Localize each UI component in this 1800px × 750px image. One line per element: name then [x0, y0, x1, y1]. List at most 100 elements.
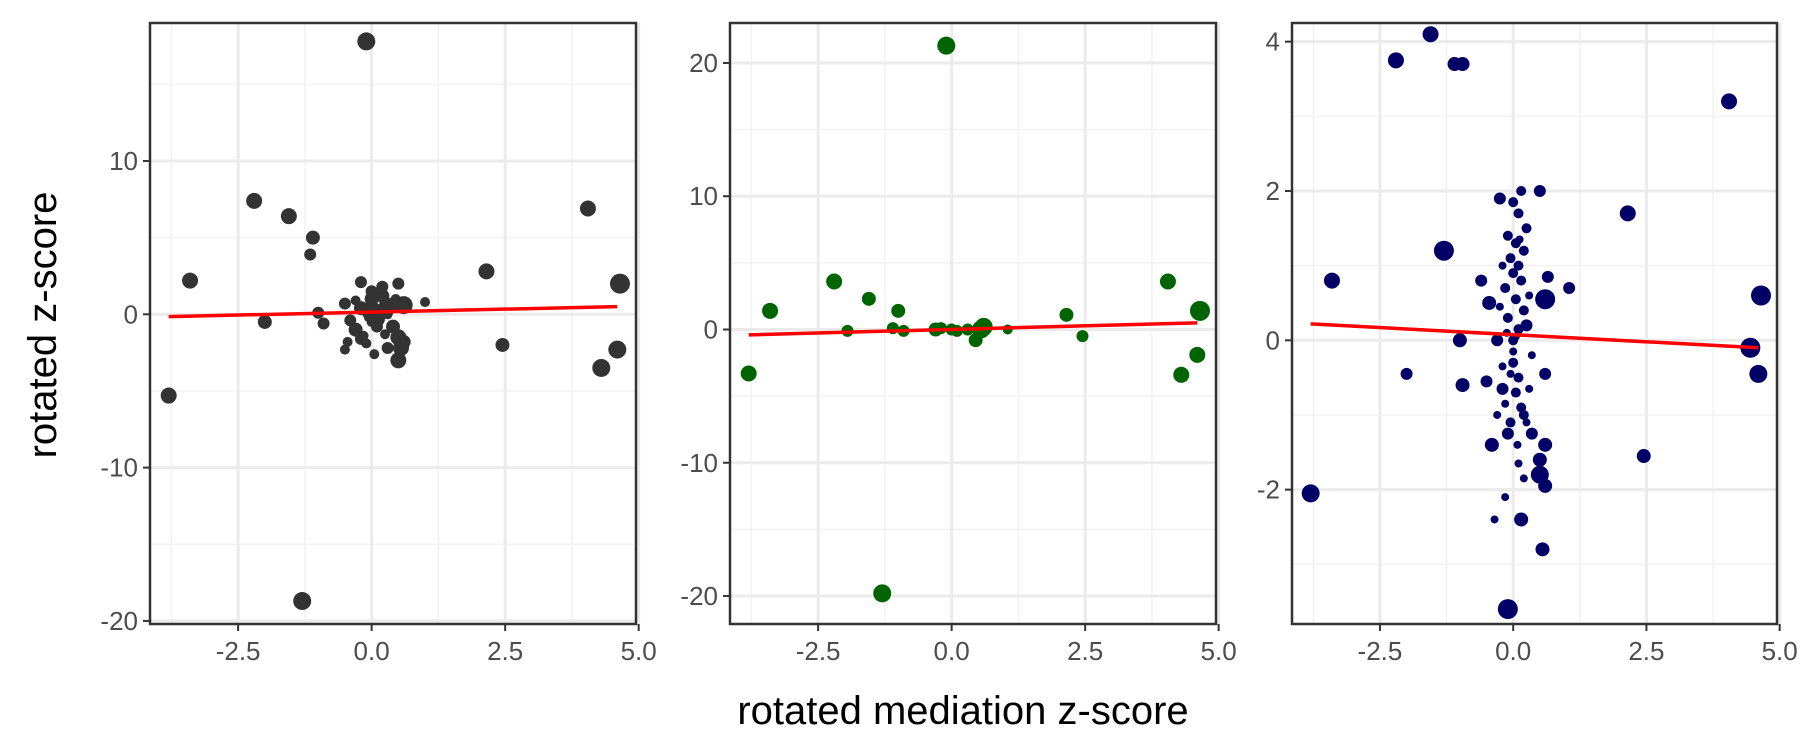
- data-point: [305, 230, 320, 245]
- data-point: [1525, 291, 1534, 300]
- data-point: [1323, 272, 1340, 289]
- x-tick-label: 0.0: [354, 636, 390, 666]
- data-point: [392, 277, 405, 290]
- data-point: [1501, 427, 1514, 440]
- data-point: [1498, 261, 1507, 270]
- data-point: [1514, 512, 1529, 527]
- data-point: [1518, 305, 1529, 316]
- data-point: [366, 316, 377, 327]
- x-tick-label: 2.5: [487, 636, 523, 666]
- data-point: [1619, 205, 1636, 222]
- data-point: [1527, 351, 1536, 360]
- data-point: [354, 276, 367, 289]
- data-point: [293, 592, 312, 611]
- data-point: [1508, 268, 1519, 279]
- y-tick-label: 4: [1266, 27, 1280, 57]
- y-tick-label: 20: [689, 48, 718, 78]
- panel-2: -2.5 0.0 2.5 5.0 -20 -10 0 10 20: [680, 21, 1237, 666]
- data-point: [342, 336, 353, 347]
- data-point: [317, 317, 330, 330]
- data-point: [1510, 294, 1521, 305]
- y-tick-label: 0: [1266, 325, 1280, 355]
- data-point: [1749, 364, 1768, 383]
- data-point: [826, 273, 843, 290]
- data-point: [257, 314, 272, 329]
- y-tick-label: 2: [1266, 176, 1280, 206]
- data-point: [1455, 378, 1470, 393]
- data-point: [1516, 185, 1527, 196]
- data-point: [1493, 410, 1502, 419]
- data-point: [381, 342, 394, 355]
- data-point: [339, 344, 350, 355]
- data-point: [1452, 333, 1467, 348]
- data-point: [873, 584, 892, 603]
- x-tick-label: 0.0: [934, 636, 970, 666]
- data-point: [1301, 484, 1320, 503]
- data-point: [1484, 437, 1499, 452]
- data-point: [1535, 542, 1550, 557]
- data-point: [1518, 409, 1529, 420]
- data-point: [379, 329, 390, 340]
- fit-line: [748, 321, 1198, 337]
- data-point: [1636, 449, 1651, 464]
- data-point: [369, 349, 380, 360]
- y-tick-label: -10: [100, 453, 138, 483]
- data-point: [1513, 324, 1524, 335]
- data-point: [1159, 273, 1176, 290]
- data-point: [1538, 478, 1553, 493]
- data-point: [1541, 270, 1554, 283]
- data-point: [1475, 274, 1488, 287]
- fit-line: [1310, 322, 1759, 350]
- data-point: [1516, 275, 1527, 286]
- data-point: [1480, 375, 1493, 388]
- y-tick-label: -2: [1257, 475, 1280, 505]
- data-point: [1495, 302, 1504, 311]
- data-point: [304, 248, 317, 261]
- data-point: [1539, 367, 1552, 380]
- data-point: [579, 200, 596, 217]
- data-point: [246, 192, 263, 209]
- x-axis-title: rotated mediation z-score: [737, 689, 1188, 733]
- data-point: [608, 340, 627, 359]
- data-point: [1455, 57, 1470, 72]
- data-point: [891, 303, 906, 318]
- data-point: [1751, 285, 1772, 306]
- y-tick-label: 0: [124, 299, 138, 329]
- data-point: [1498, 362, 1507, 371]
- data-point: [375, 288, 390, 303]
- data-point: [1505, 253, 1516, 264]
- fit-line: [168, 304, 618, 319]
- data-point: [1521, 223, 1532, 234]
- data-point: [365, 285, 378, 298]
- data-point: [495, 337, 510, 352]
- data-point: [338, 297, 351, 310]
- data-point: [390, 352, 407, 369]
- data-point: [1508, 197, 1519, 208]
- x-tick-label: -2.5: [1358, 636, 1403, 666]
- data-point: [1533, 184, 1546, 197]
- data-point: [1500, 283, 1511, 294]
- data-point: [160, 387, 177, 404]
- x-tick-label: 5.0: [1201, 636, 1237, 666]
- panel-background: [1292, 23, 1777, 624]
- y-tick-label: 10: [689, 181, 718, 211]
- data-point: [1433, 240, 1454, 261]
- data-point: [740, 365, 757, 382]
- panel-border: [728, 21, 1218, 626]
- data-point: [1532, 452, 1547, 467]
- data-point: [390, 293, 401, 304]
- data-point: [1502, 312, 1513, 323]
- panel-border: [1290, 21, 1779, 626]
- data-point: [376, 280, 389, 293]
- data-point: [1513, 372, 1524, 383]
- data-point: [358, 330, 369, 341]
- data-point: [1535, 289, 1556, 310]
- data-point: [344, 314, 357, 327]
- data-point: [1422, 26, 1439, 43]
- data-point: [1513, 440, 1522, 449]
- y-axis-title: rotated z-score: [21, 192, 65, 459]
- data-point: [396, 334, 411, 349]
- data-point: [1189, 300, 1210, 321]
- data-point: [1514, 459, 1523, 468]
- data-point: [1525, 384, 1534, 393]
